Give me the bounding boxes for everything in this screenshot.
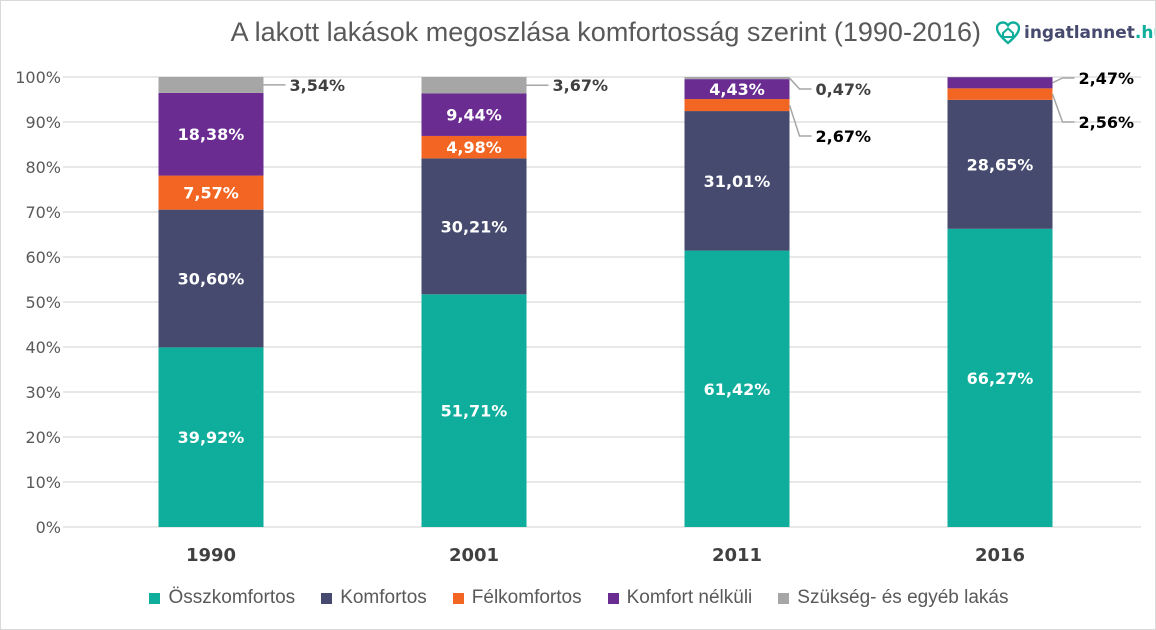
data-label: 30,60% [178, 270, 245, 289]
legend-label: Komfortos [340, 587, 427, 608]
legend-swatch [321, 592, 333, 604]
legend-label: Szükség- és egyéb lakás [797, 587, 1009, 608]
bar-segment [158, 175, 264, 210]
legend-item: Komfort nélküli [607, 587, 753, 609]
leader-line [788, 104, 812, 137]
legend-item: Komfortos [321, 587, 427, 609]
data-label: 31,01% [704, 172, 771, 191]
legend: Összkomfortos Komfortos Félkomfortos Komfor… [1, 587, 1155, 609]
bar-segment [421, 76, 527, 94]
y-tick-label: 100% [15, 68, 61, 87]
bar-segment [684, 77, 790, 80]
legend-swatch [607, 592, 619, 604]
bar-segment [158, 347, 264, 527]
data-label: 61,42% [704, 380, 771, 399]
y-tick-label: 30% [25, 383, 61, 402]
bar-segment [684, 111, 790, 251]
data-label: 4,98% [446, 138, 502, 157]
legend-item: Összkomfortos [149, 587, 295, 609]
data-label: 28,65% [967, 155, 1034, 174]
data-label: 3,54% [290, 76, 346, 95]
data-label: 2,67% [816, 127, 872, 146]
y-tick-label: 10% [25, 473, 61, 492]
bar-segment [684, 250, 790, 528]
legend-swatch [452, 592, 464, 604]
legend-item: Félkomfortos [452, 587, 582, 609]
bar-segment [947, 99, 1053, 229]
y-tick-label: 40% [25, 338, 61, 357]
legend-swatch [778, 592, 790, 604]
data-label: 7,57% [183, 184, 239, 203]
data-label: 4,43% [709, 80, 765, 99]
bar-segment [158, 209, 264, 348]
data-label: 18,38% [178, 125, 245, 144]
data-label: 9,44% [446, 106, 502, 125]
bar-segment [947, 88, 1053, 100]
legend-swatch [149, 592, 161, 604]
leader-line [1052, 77, 1075, 84]
y-tick-label: 80% [25, 158, 61, 177]
data-label: 0,47% [816, 80, 872, 99]
data-label: 3,67% [553, 76, 609, 95]
y-tick-label: 0% [36, 518, 61, 537]
x-tick-label: 2001 [449, 545, 499, 566]
y-tick-label: 20% [25, 428, 61, 447]
x-tick-label: 1990 [186, 545, 236, 566]
bar-segment [947, 228, 1053, 527]
heart-house-icon [996, 21, 1020, 45]
bar-segment [684, 79, 790, 100]
data-label: 51,71% [441, 402, 508, 421]
y-tick-label: 90% [25, 113, 61, 132]
legend-label: Komfort nélküli [626, 587, 753, 608]
x-tick-label: 2016 [975, 545, 1025, 566]
legend-label: Összkomfortos [168, 587, 296, 608]
bar-segment [158, 92, 264, 176]
y-tick-label: 60% [25, 248, 61, 267]
leader-line [788, 77, 812, 90]
chart-title: A lakott lakások megoszlása komfortosság… [230, 17, 981, 47]
bar-segment [947, 77, 1053, 89]
data-label: 2,56% [1079, 113, 1135, 132]
data-label: 2,47% [1079, 69, 1135, 88]
bar-segment [421, 93, 527, 136]
bar-segment [421, 158, 527, 295]
y-tick-label: 70% [25, 203, 61, 222]
bar-segment [684, 99, 790, 112]
data-label: 30,21% [441, 217, 508, 236]
leader-line [1051, 93, 1075, 123]
legend-label: Félkomfortos [471, 587, 582, 608]
bar-segment [421, 294, 527, 527]
bar-segment [421, 135, 527, 159]
y-tick-label: 50% [25, 293, 61, 312]
x-tick-label: 2011 [712, 545, 762, 566]
logo-text: ingatlannet.hu [1024, 23, 1155, 43]
bar-segment [158, 76, 264, 93]
plot-area: 0% 10% 20% 30% 40% 50% 60% 70% 80% 90% 100% 1990 39,… [15, 68, 1141, 566]
logo: ingatlannet.hu [996, 21, 1155, 45]
data-label: 66,27% [967, 369, 1034, 388]
data-label: 39,92% [178, 428, 245, 447]
legend-item: Szükség- és egyéb lakás [778, 587, 1009, 609]
